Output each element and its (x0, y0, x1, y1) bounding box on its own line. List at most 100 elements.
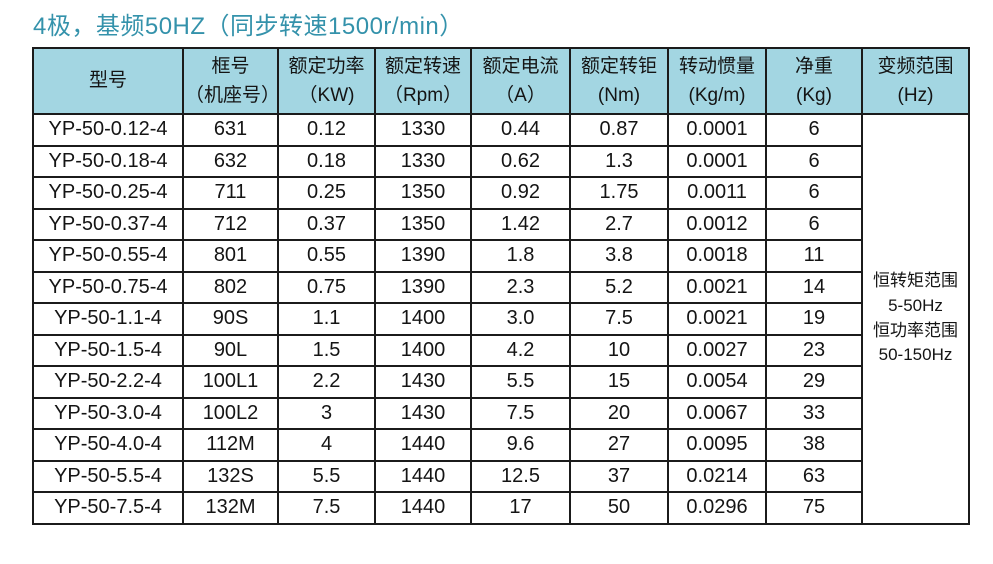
table-header-row: 型号 框号 （机座号） 额定功率 （KW) 额定转速 （Rpm） 额定电流 （A） 额定转钜 (Nm… (32, 47, 970, 115)
cell-rated-power: 3 (277, 396, 376, 430)
header-unit: （Rpm） (383, 85, 463, 106)
cell-rated-power: 0.18 (277, 144, 376, 178)
cell-rated-power: 0.12 (277, 113, 376, 147)
cell-net-weight: 29 (765, 365, 863, 399)
cell-frame-number: 132S (182, 459, 279, 493)
cell-net-weight: 33 (765, 396, 863, 430)
cell-rated-current: 7.5 (470, 396, 571, 430)
header-label: 型号 (88, 70, 127, 92)
table-row: YP-50-0.25-4 711 0.25 1350 0.92 1.75 0.0011 6 (32, 176, 969, 210)
cell-rated-torque: 5.2 (569, 270, 669, 304)
cell-rated-torque: 2.7 (569, 207, 669, 241)
cell-model: YP-50-4.0-4 (32, 428, 184, 462)
cell-frame-number: 100L1 (182, 365, 279, 399)
cell-rated-speed: 1400 (374, 333, 472, 367)
cell-rated-current: 1.8 (470, 239, 571, 273)
cell-moment-of-inertia: 0.0021 (667, 302, 767, 336)
cell-rated-speed: 1390 (374, 239, 472, 273)
motor-spec-table: 型号 框号 （机座号） 额定功率 （KW) 额定转速 （Rpm） 额定电流 （A） 额定转钜 (Nm… (32, 47, 970, 525)
cell-frequency-range-merged: 恒转矩范围 5-50Hz 恒功率范围 50-150Hz (861, 113, 970, 525)
cell-moment-of-inertia: 0.0067 (667, 396, 767, 430)
cell-rated-power: 0.25 (277, 176, 376, 210)
cell-model: YP-50-0.55-4 (32, 239, 184, 273)
cell-rated-torque: 0.87 (569, 113, 669, 147)
cell-frame-number: 90L (182, 333, 279, 367)
table-row: YP-50-1.1-4 90S 1.1 1400 3.0 7.5 0.0021 19 (32, 302, 969, 336)
cell-rated-current: 2.3 (470, 270, 571, 304)
cell-rated-current: 5.5 (470, 365, 571, 399)
cell-net-weight: 6 (765, 113, 863, 147)
cell-rated-current: 0.44 (470, 113, 571, 147)
header-unit: （机座号） (185, 85, 278, 106)
table-row: YP-50-0.55-4 801 0.55 1390 1.8 3.8 0.0018 11 (32, 239, 969, 273)
cell-net-weight: 6 (765, 144, 863, 178)
header-label: 净重 (794, 55, 833, 77)
cell-rated-speed: 1400 (374, 302, 472, 336)
table-row: YP-50-2.2-4 100L1 2.2 1430 5.5 15 0.0054 29 (32, 365, 969, 399)
cell-moment-of-inertia: 0.0012 (667, 207, 767, 241)
header-unit: (Kg/m) (688, 85, 746, 106)
cell-frame-number: 712 (182, 207, 279, 241)
cell-rated-speed: 1440 (374, 428, 472, 462)
frequency-range-line: 恒功率范围 (873, 320, 958, 340)
header-label: 转动惯量 (678, 55, 755, 77)
cell-net-weight: 14 (765, 270, 863, 304)
cell-model: YP-50-1.1-4 (32, 302, 184, 336)
cell-rated-power: 0.55 (277, 239, 376, 273)
cell-rated-power: 1.5 (277, 333, 376, 367)
header-label: 额定功率 (288, 55, 365, 77)
header-label: 框号 (211, 55, 250, 77)
cell-moment-of-inertia: 0.0095 (667, 428, 767, 462)
header-label: 额定转速 (384, 55, 461, 77)
header-unit: (Nm) (597, 85, 641, 106)
cell-rated-current: 0.62 (470, 144, 571, 178)
column-header-moment-of-inertia: 转动惯量 (Kg/m) (667, 47, 767, 115)
cell-moment-of-inertia: 0.0214 (667, 459, 767, 493)
cell-rated-torque: 37 (569, 459, 669, 493)
header-unit: （KW) (298, 85, 355, 106)
cell-moment-of-inertia: 0.0296 (667, 491, 767, 525)
cell-rated-power: 4 (277, 428, 376, 462)
table-row: YP-50-0.12-4 631 0.12 1330 0.44 0.87 0.0001 6 恒转… (32, 113, 970, 525)
cell-rated-speed: 1430 (374, 365, 472, 399)
cell-rated-torque: 1.75 (569, 176, 669, 210)
header-unit: (Kg) (796, 85, 832, 106)
cell-frame-number: 100L2 (182, 396, 279, 430)
cell-rated-current: 1.42 (470, 207, 571, 241)
cell-net-weight: 6 (765, 176, 863, 210)
cell-rated-current: 12.5 (470, 459, 571, 493)
cell-frame-number: 802 (182, 270, 279, 304)
cell-rated-torque: 1.3 (569, 144, 669, 178)
column-header-frequency-range: 变频范围 (Hz) (861, 47, 970, 115)
cell-moment-of-inertia: 0.0011 (667, 176, 767, 210)
cell-model: YP-50-3.0-4 (32, 396, 184, 430)
header-unit: （A） (495, 85, 546, 106)
cell-moment-of-inertia: 0.0001 (667, 113, 767, 147)
cell-rated-power: 1.1 (277, 302, 376, 336)
cell-rated-power: 2.2 (277, 365, 376, 399)
cell-moment-of-inertia: 0.0054 (667, 365, 767, 399)
cell-rated-current: 17 (470, 491, 571, 525)
cell-frame-number: 631 (182, 113, 279, 147)
cell-rated-current: 4.2 (470, 333, 571, 367)
header-unit: (Hz) (897, 85, 934, 106)
column-header-rated-current: 额定电流 （A） (470, 47, 571, 115)
table-row: YP-50-0.75-4 802 0.75 1390 2.3 5.2 0.0021 14 (32, 270, 969, 304)
cell-frame-number: 112M (182, 428, 279, 462)
cell-rated-speed: 1350 (374, 207, 472, 241)
cell-net-weight: 11 (765, 239, 863, 273)
cell-model: YP-50-0.12-4 (32, 113, 184, 147)
column-header-rated-speed: 额定转速 （Rpm） (374, 47, 472, 115)
cell-rated-current: 0.92 (470, 176, 571, 210)
cell-model: YP-50-0.25-4 (32, 176, 184, 210)
cell-rated-current: 3.0 (470, 302, 571, 336)
cell-model: YP-50-0.37-4 (32, 207, 184, 241)
cell-rated-torque: 20 (569, 396, 669, 430)
cell-rated-power: 7.5 (277, 491, 376, 525)
cell-rated-power: 0.75 (277, 270, 376, 304)
table-row: YP-50-0.18-4 632 0.18 1330 0.62 1.3 0.0001 6 (32, 144, 969, 178)
table-row: YP-50-4.0-4 112M 4 1440 9.6 27 0.0095 38 (32, 428, 969, 462)
cell-rated-speed: 1440 (374, 491, 472, 525)
header-label: 额定转钜 (580, 55, 657, 77)
